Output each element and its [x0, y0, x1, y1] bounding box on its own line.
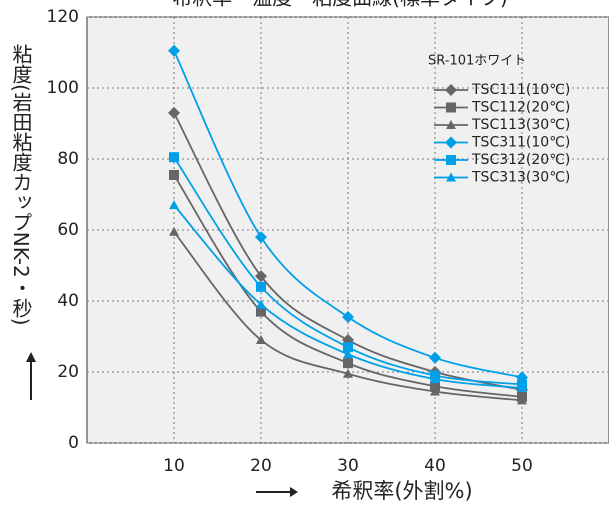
- marker: [255, 270, 267, 283]
- legend-label: TSC113(30℃): [471, 117, 570, 133]
- legend-label: TSC312(20℃): [471, 152, 570, 168]
- legend-label: TSC112(20℃): [471, 100, 570, 116]
- marker: [517, 382, 527, 392]
- marker: [446, 120, 456, 129]
- x-tick-label: 50: [511, 456, 533, 476]
- marker: [169, 152, 179, 163]
- legend-title: SR-101ホワイト: [428, 54, 526, 69]
- legend-label: TSC313(30℃): [471, 170, 570, 186]
- marker: [343, 368, 353, 378]
- marker: [256, 281, 266, 292]
- marker: [256, 306, 266, 317]
- y-tick-label: 20: [57, 362, 79, 382]
- marker: [343, 349, 353, 359]
- x-tick-label: 10: [163, 456, 185, 476]
- marker: [430, 386, 440, 396]
- marker: [255, 231, 267, 244]
- x-axis-label: 希釈率(外割%): [331, 479, 472, 503]
- marker: [343, 342, 353, 353]
- marker: [446, 102, 456, 113]
- series-line: [173, 112, 523, 391]
- marker: [430, 381, 440, 392]
- marker: [445, 136, 457, 149]
- x-tick-label: 30: [337, 456, 359, 476]
- marker: [169, 169, 179, 180]
- marker: [429, 351, 441, 364]
- y-tick-label: 120: [47, 7, 79, 27]
- legend-label: TSC311(10℃): [471, 135, 570, 151]
- marker: [446, 172, 456, 182]
- y-tick-label: 40: [57, 291, 79, 311]
- series-line: [173, 174, 523, 398]
- marker: [430, 374, 440, 384]
- y-tick-label: 80: [57, 149, 79, 169]
- chart-title: 希釈率・温度・粘度曲線(標準タイプ): [172, 0, 508, 10]
- series-line: [173, 50, 523, 379]
- y-axis-label: 粘度(岩田粘度カップNK-2・秒): [9, 44, 33, 326]
- marker: [168, 44, 180, 57]
- marker: [445, 84, 457, 96]
- series-line: [173, 156, 523, 386]
- marker: [169, 200, 179, 210]
- marker: [446, 155, 456, 165]
- series-line: [173, 204, 523, 389]
- marker: [168, 106, 180, 119]
- legend-label: TSC111(10℃): [471, 82, 570, 98]
- marker: [517, 395, 527, 405]
- y-tick-label: 0: [68, 433, 79, 453]
- marker: [256, 299, 266, 309]
- x-arrow-head: [290, 487, 298, 497]
- marker: [342, 310, 354, 323]
- marker: [256, 335, 266, 345]
- y-tick-label: 60: [57, 220, 79, 240]
- y-arrow-head: [26, 352, 36, 362]
- x-tick-label: 40: [424, 456, 446, 476]
- x-tick-label: 20: [250, 456, 272, 476]
- marker: [169, 226, 179, 236]
- marker: [343, 358, 353, 369]
- y-tick-label: 100: [47, 78, 79, 98]
